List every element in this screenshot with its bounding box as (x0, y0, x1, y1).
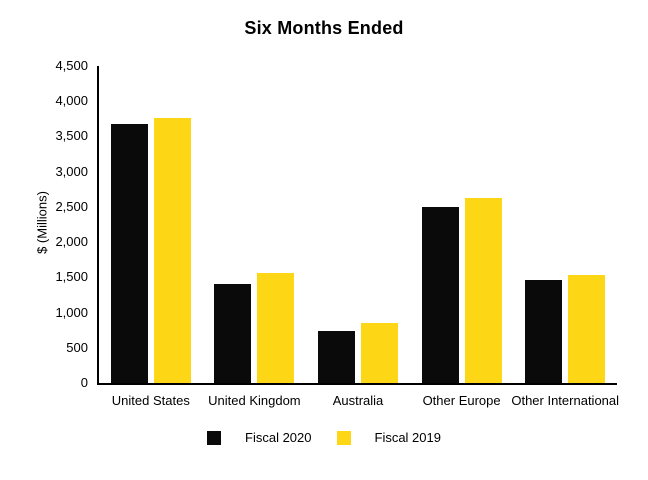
y-tick-4-500: 4,500 (55, 58, 88, 73)
legend-label-fiscal-2019: Fiscal 2019 (374, 430, 441, 445)
bar-united-kingdom-fiscal-2019 (257, 273, 295, 383)
fiscal-2020-swatch (207, 430, 222, 445)
x-label-other-international: Other International (511, 393, 620, 408)
y-tick-500: 500 (66, 339, 88, 355)
x-label-united-kingdom: United Kingdom (208, 393, 301, 408)
y-tick-2-500: 2,500 (55, 198, 88, 214)
x-label-australia: Australia (332, 393, 384, 408)
bar-australia-fiscal-2020 (318, 330, 355, 383)
legend-item-fiscal-2020: Fiscal 2020 (207, 430, 312, 445)
y-tick-1-000: 1,000 (55, 304, 88, 320)
y-tick-2-000: 2,000 (55, 234, 88, 250)
plot-area (97, 66, 617, 385)
chart-title: Six Months Ended (244, 18, 404, 38)
bar-other-international-fiscal-2020 (525, 279, 563, 383)
legend: Fiscal 2020 Fiscal 2019 (0, 430, 648, 445)
bar-other-international-fiscal-2019 (568, 274, 606, 383)
legend-label-fiscal-2020: Fiscal 2020 (245, 430, 312, 445)
y-axis-label: $ (Millions) (34, 191, 50, 254)
y-tick-4-000: 4,000 (55, 93, 88, 109)
y-tick-3-000: 3,000 (55, 163, 88, 179)
y-tick-3-500: 3,500 (55, 128, 88, 144)
bar-united-states-fiscal-2019 (153, 117, 191, 383)
y-tick-1-500: 1,500 (55, 269, 88, 285)
bar-other-europe-fiscal-2019 (464, 198, 502, 383)
fiscal-2019-swatch (336, 430, 351, 445)
y-tick-0: 0 (80, 375, 88, 390)
bar-united-kingdom-fiscal-2020 (214, 284, 252, 383)
bar-united-states-fiscal-2020 (110, 123, 148, 383)
bar-other-europe-fiscal-2020 (421, 206, 459, 383)
legend-item-fiscal-2019: Fiscal 2019 (336, 430, 441, 445)
bar-australia-fiscal-2019 (361, 323, 398, 383)
x-label-united-states: United States (111, 393, 190, 408)
x-label-other-europe: Other Europe (422, 393, 501, 408)
